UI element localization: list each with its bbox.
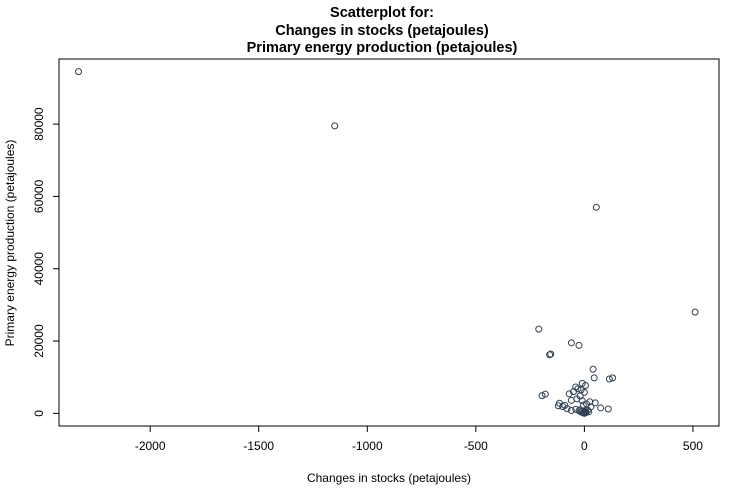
data-point <box>609 374 617 382</box>
y-tick-label: 80000 <box>32 107 46 141</box>
data-point <box>572 405 580 413</box>
data-point <box>597 404 605 412</box>
data-point <box>590 374 598 382</box>
y-tick-label: 40000 <box>32 252 46 286</box>
plot-frame <box>58 58 720 427</box>
x-tick-label: -1500 <box>243 439 274 453</box>
x-axis-label: Changes in stocks (petajoules) <box>307 471 471 485</box>
data-point <box>565 390 573 398</box>
data-point <box>592 203 600 211</box>
data-point <box>559 402 567 410</box>
data-point <box>580 409 588 417</box>
chart-title-line-1: Scatterplot for: <box>330 5 434 21</box>
data-point <box>579 401 587 409</box>
data-point <box>547 350 555 358</box>
chart-title-line-3: Primary energy production (petajoules) <box>247 40 518 56</box>
data-points <box>75 68 699 417</box>
x-tick-label: -2000 <box>135 439 166 453</box>
data-point <box>563 405 571 413</box>
y-tick-label: 60000 <box>32 179 46 213</box>
data-point <box>75 68 83 76</box>
chart-title-line-2: Changes in stocks (petajoules) <box>275 23 489 39</box>
data-point <box>567 406 575 414</box>
data-point <box>604 405 612 413</box>
data-point <box>581 382 589 390</box>
data-point <box>567 339 575 347</box>
x-tick-label: -500 <box>464 439 488 453</box>
y-axis: 0 20000 40000 60000 80000 <box>32 107 59 417</box>
data-point <box>589 365 597 373</box>
data-point <box>331 122 339 130</box>
data-point <box>535 325 543 333</box>
data-point <box>567 396 575 404</box>
x-tick-label: 500 <box>683 439 703 453</box>
data-point <box>575 341 583 349</box>
data-point <box>591 399 599 407</box>
data-point <box>578 397 586 405</box>
x-tick-label: -1000 <box>352 439 383 453</box>
data-point <box>605 375 613 383</box>
data-point <box>691 308 699 316</box>
y-tick-label: 20000 <box>32 324 46 358</box>
data-point <box>546 351 554 359</box>
y-axis-label: Primary energy production (petajoules) <box>3 140 17 347</box>
data-point <box>538 392 546 400</box>
x-tick-label: 0 <box>581 439 588 453</box>
x-axis: -2000 -1500 -1000 -500 0 500 <box>135 426 703 453</box>
y-tick-label: 0 <box>32 410 46 417</box>
data-point <box>554 402 562 410</box>
data-point <box>580 388 588 396</box>
data-point <box>570 388 578 396</box>
data-point <box>541 390 549 398</box>
